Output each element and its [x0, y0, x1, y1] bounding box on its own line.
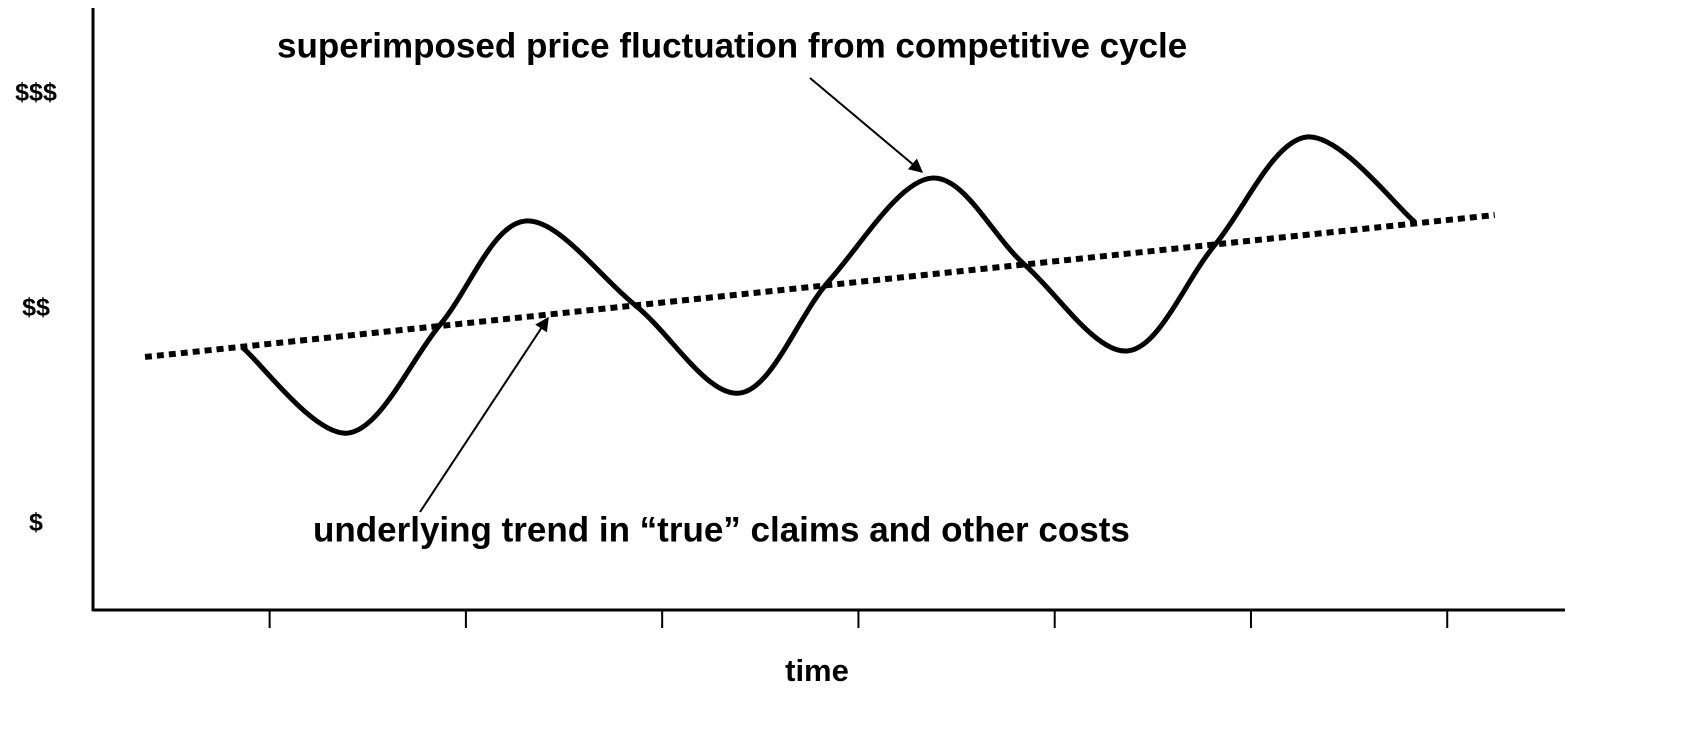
annotation: superimposed price fluctuation from comp…	[277, 26, 1187, 65]
annotation: underlying trend in “true” claims and ot…	[313, 510, 1130, 549]
y-tick-label: $$	[22, 294, 50, 322]
y-tick-label: $$$	[15, 79, 57, 107]
annotation-arrow	[419, 316, 549, 513]
series-line	[144, 212, 1496, 360]
annotation-arrow	[809, 77, 924, 173]
series-line	[241, 134, 1417, 436]
x-axis-label: time	[785, 653, 849, 688]
y-tick-label: $	[29, 509, 43, 537]
